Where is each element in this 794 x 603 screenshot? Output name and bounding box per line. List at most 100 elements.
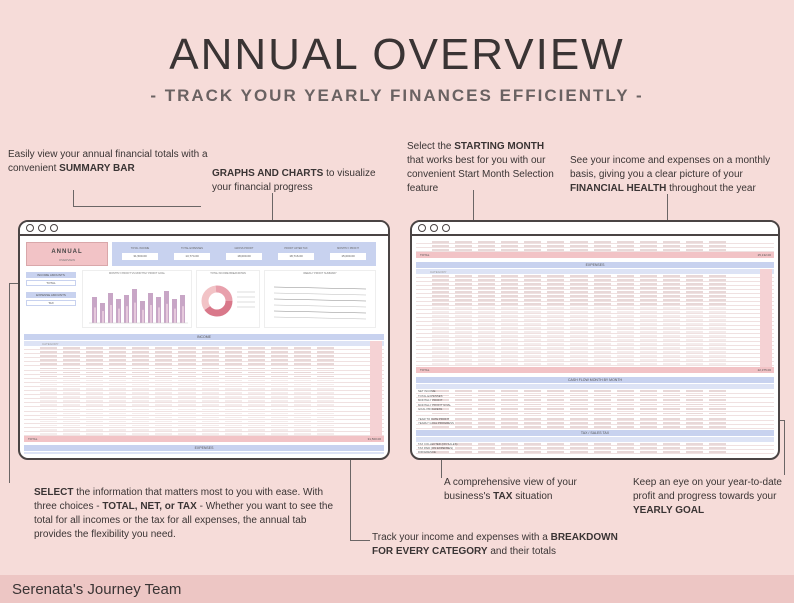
expense-total-row: TOTAL 22,375.00 (416, 367, 774, 373)
income-row (24, 379, 384, 383)
table-cell (432, 390, 450, 392)
table-cell (86, 404, 104, 406)
table-cell (478, 323, 496, 325)
table-cell (224, 379, 242, 382)
table-cell (708, 275, 726, 277)
table-cell (132, 396, 150, 398)
table-cell (478, 315, 496, 317)
table-cell (455, 295, 473, 297)
income-row (24, 408, 384, 412)
table-cell (293, 433, 311, 435)
selector-income-dropdown[interactable]: TOTAL (26, 280, 76, 286)
note-breakdown-bold: BREAKDOWN FOR EVERY CATEGORY (372, 532, 618, 557)
table-cell (593, 422, 611, 424)
table-cell (432, 327, 450, 329)
table-cell (501, 327, 519, 329)
table-cell (570, 394, 588, 396)
table-cell (224, 429, 242, 431)
summary-cell-label: GROSS PROFIT (234, 247, 254, 250)
note-select-text1: the information that matters most to you… (34, 487, 324, 512)
table-cell (593, 245, 611, 247)
table-cell (63, 412, 81, 415)
table-cell (570, 319, 588, 321)
table-cell (132, 363, 150, 365)
table-cell (639, 299, 657, 301)
table-cell (155, 420, 173, 423)
table-cell (616, 335, 634, 337)
table-cell (478, 390, 496, 392)
table-cell (432, 331, 450, 333)
income-row (24, 395, 384, 400)
table-cell (432, 363, 450, 365)
table-cell (109, 392, 127, 394)
expense-row (416, 310, 774, 314)
expense-total-value: 22,375.00 (757, 368, 771, 372)
table-cell (132, 379, 150, 382)
table-cell (270, 375, 288, 378)
annual-title-box: ANNUAL OVERVIEW (26, 242, 108, 266)
annual-subtitle: OVERVIEW (58, 258, 76, 262)
summary-cell-label: MONTHLY PROFIT (337, 247, 359, 250)
table-cell (639, 394, 657, 396)
connector-summary-v (73, 190, 74, 206)
table-cell (432, 291, 450, 293)
table-cell (63, 429, 81, 431)
tax-row: TAX PAID (ON EXPENSES) (416, 446, 774, 450)
selector-expense-dropdown[interactable]: TAX (26, 300, 76, 306)
table-cell (86, 429, 104, 431)
table-cell (501, 287, 519, 289)
table-cell (86, 347, 104, 349)
tax-row: DIFFERENCE (416, 450, 774, 454)
table-cell (685, 295, 703, 297)
table-cell (547, 323, 565, 325)
table-cell (155, 355, 173, 357)
table-cell (455, 307, 473, 309)
table-cell (662, 241, 680, 243)
window-dot-3 (442, 224, 450, 232)
table-cell (178, 355, 196, 357)
note-tax-text1: A comprehensive view of your business's (444, 477, 577, 502)
table-cell (639, 339, 657, 341)
table-cell (708, 283, 726, 285)
footer-bar: Serenata's Journey Team (0, 575, 794, 603)
goal-bar (166, 303, 168, 323)
table-cell (224, 412, 242, 415)
table-cell (639, 390, 657, 392)
table-cell (639, 245, 657, 247)
table-cell (616, 241, 634, 243)
summary-cell-label: PROFIT AFTER TAX (284, 247, 308, 250)
table-cell (685, 422, 703, 424)
table-cell (109, 420, 127, 423)
table-cell (685, 339, 703, 341)
expense-row (416, 326, 774, 330)
table-cell (524, 408, 542, 410)
table-cell (524, 443, 542, 445)
table-cell (639, 303, 657, 305)
cashflow-band-label: CASH FLOW MONTH BY MONTH (568, 378, 622, 382)
table-cell (708, 418, 726, 420)
table-cell (178, 404, 196, 406)
table-cell (570, 335, 588, 337)
table-cell (201, 408, 219, 410)
table-cell (593, 390, 611, 392)
table-cell (293, 424, 311, 427)
table-cell (316, 392, 334, 394)
table-cell (63, 359, 81, 361)
table-cell (593, 315, 611, 317)
summary-cell-label: TOTAL INCOME (130, 247, 150, 250)
page-title: ANNUAL OVERVIEW (169, 30, 625, 79)
table-cell (155, 363, 173, 365)
table-cell (708, 287, 726, 289)
left-sheet: ANNUAL OVERVIEW TOTAL INCOME 31,500.00 TOT… (24, 240, 384, 454)
table-cell (708, 339, 726, 341)
income-band-label: INCOME (197, 335, 211, 339)
table-cell (63, 347, 81, 349)
note-select-text2: - Whether you want to see the total for … (34, 501, 334, 540)
expenses-band-left: EXPENSES (24, 445, 384, 451)
table-cell (639, 403, 657, 405)
income-total-row: TOTAL 31,500.00 (24, 436, 384, 442)
table-cell (201, 392, 219, 394)
table-cell (708, 249, 726, 251)
table-cell (432, 241, 450, 243)
table-cell (685, 275, 703, 277)
